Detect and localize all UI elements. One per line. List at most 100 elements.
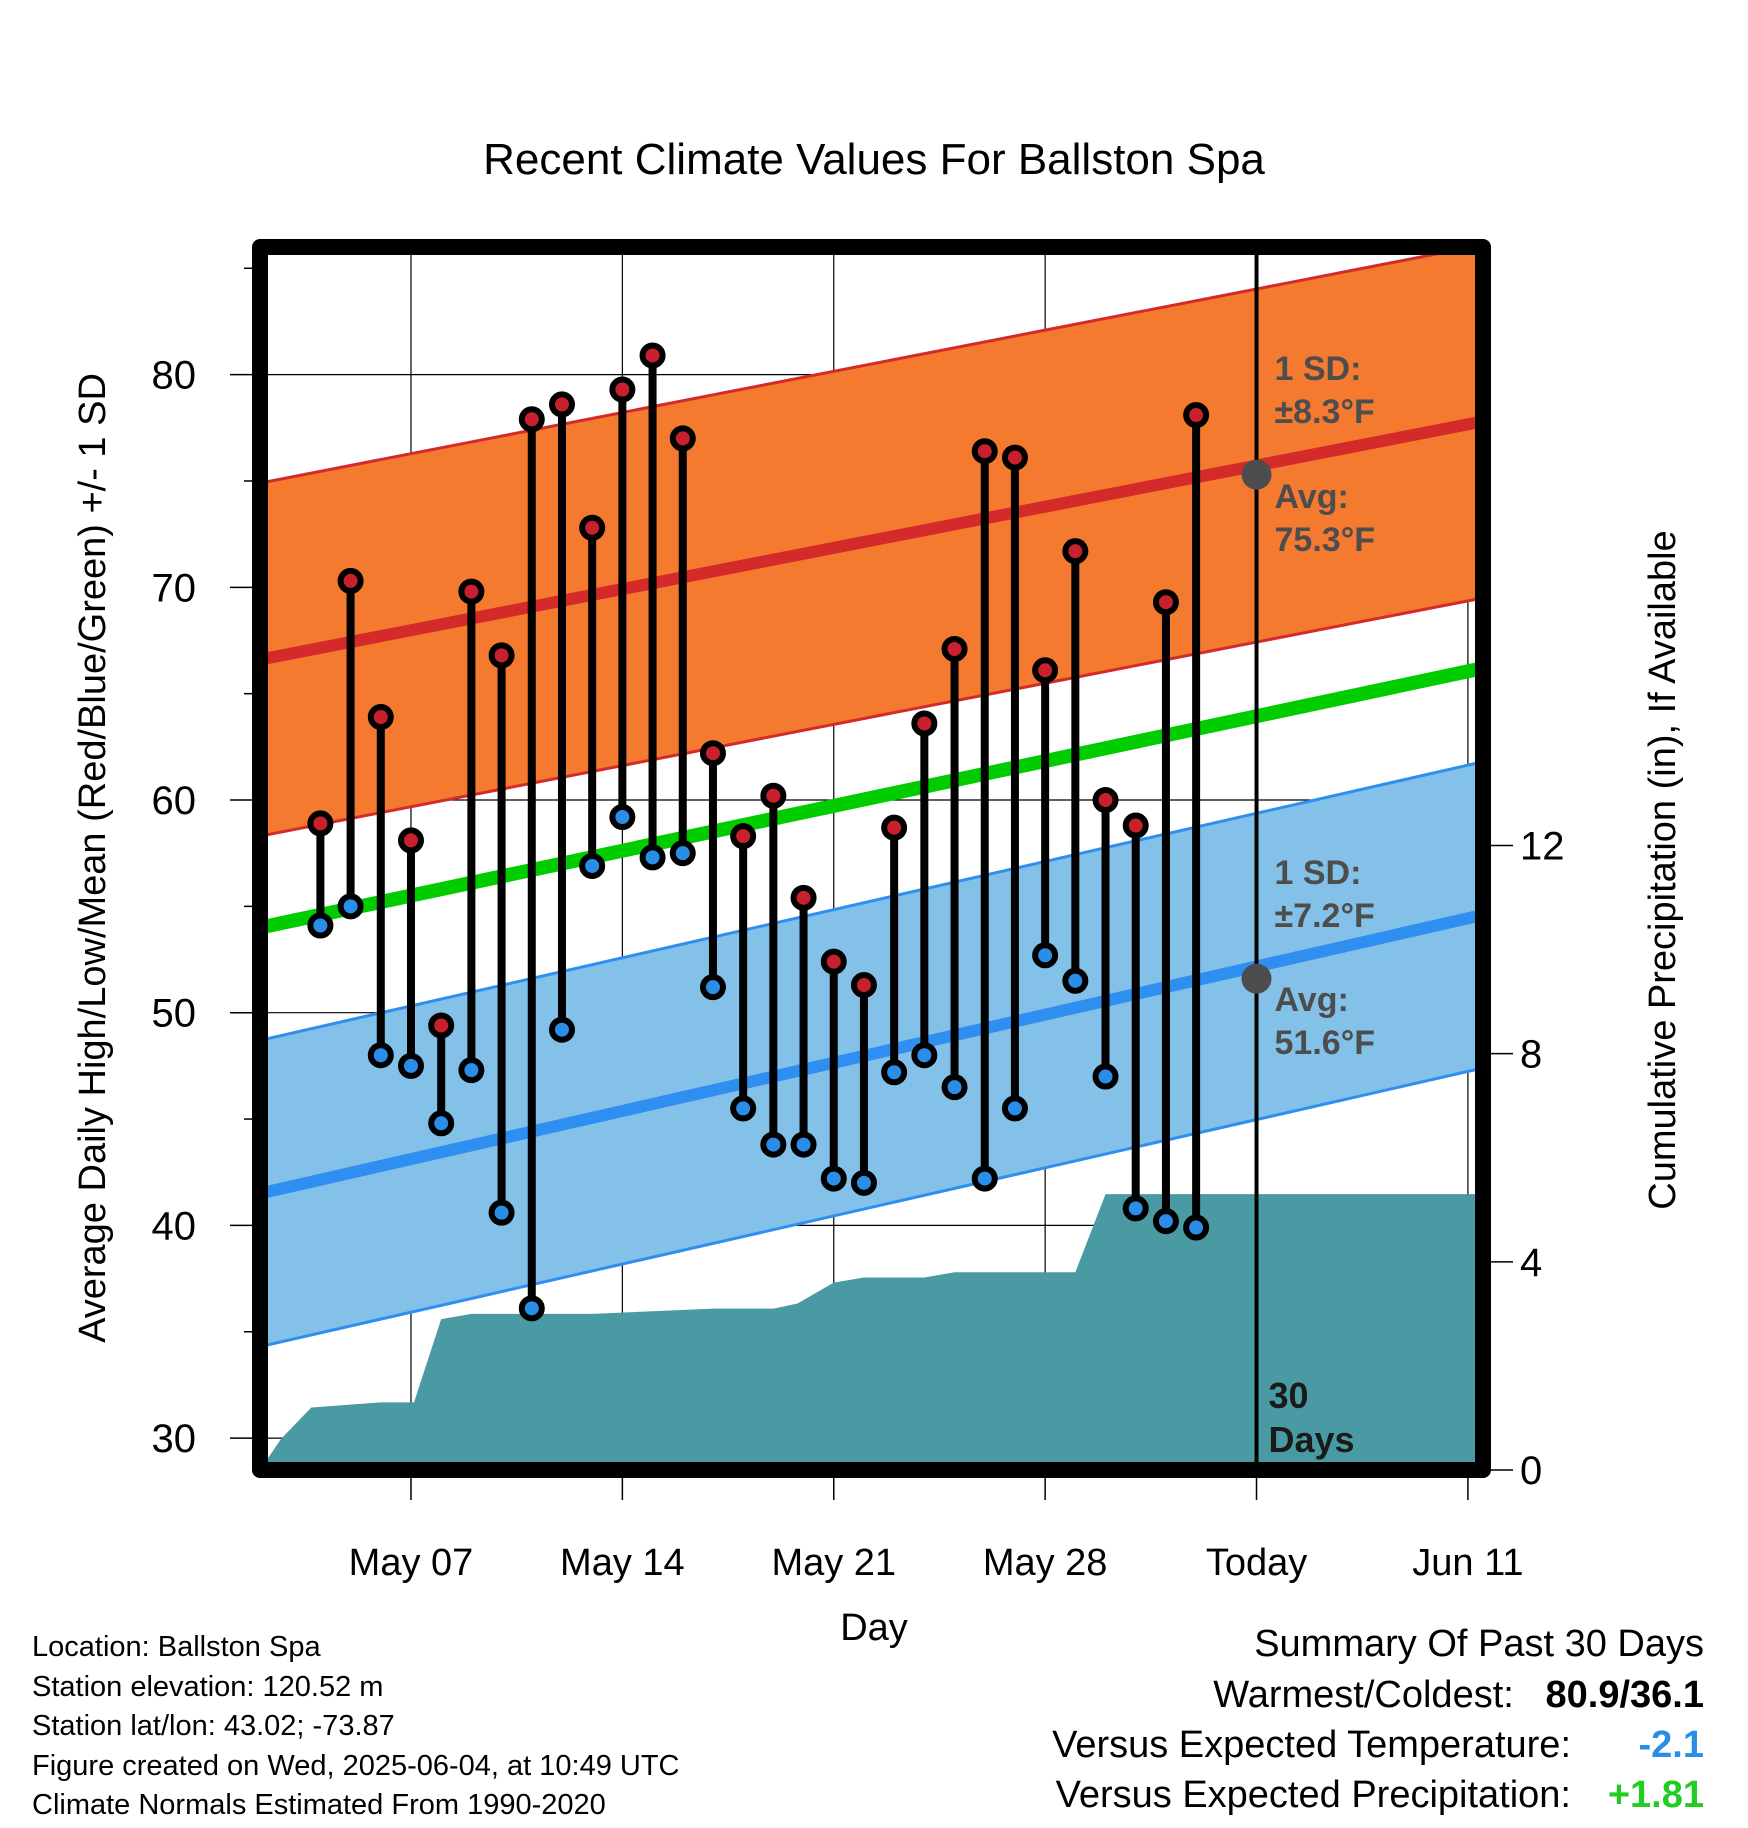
low-sd-band-lower-edge — [260, 1066, 1483, 1349]
y2-tick-label: 0 — [1520, 1449, 1542, 1493]
low-point — [397, 1052, 424, 1079]
low-sd-value-annotation: ±7.2°F — [1275, 897, 1375, 935]
high-sd-annotation: 1 SD: — [1275, 350, 1362, 388]
x-tick-label: May 28 — [983, 1542, 1108, 1584]
low-point — [1001, 1095, 1028, 1122]
high-point — [367, 704, 394, 731]
high-point — [1092, 787, 1119, 814]
low-point — [1062, 967, 1089, 994]
high-point — [760, 782, 787, 809]
low-point — [1032, 942, 1059, 969]
high-point — [699, 740, 726, 767]
high-sd-band-lower-edge — [260, 596, 1483, 838]
low-point — [428, 1110, 455, 1137]
low-avg-value-annotation: 51.6°F — [1275, 1024, 1376, 1062]
x-axis-label: Day — [840, 1607, 908, 1649]
low-point — [730, 1095, 757, 1122]
low-point — [881, 1059, 908, 1086]
y-tick-label: 70 — [152, 566, 197, 610]
high-point — [548, 391, 575, 418]
low-point — [820, 1165, 847, 1192]
low-point — [367, 1042, 394, 1069]
high-point — [337, 567, 364, 594]
high-sd-value-annotation: ±8.3°F — [1275, 393, 1375, 431]
chart-title: Recent Climate Values For Ballston Spa — [483, 135, 1265, 184]
high-avg-value-annotation: 75.3°F — [1275, 521, 1376, 559]
normal-high-line — [260, 415, 1483, 666]
low-point — [488, 1199, 515, 1226]
location-text: Location: Ballston Spa — [32, 1631, 321, 1663]
high-point — [730, 823, 757, 850]
low-point — [850, 1169, 877, 1196]
low-avg-annotation: Avg: — [1275, 981, 1349, 1019]
summary-heading: Summary Of Past 30 Days — [1254, 1623, 1704, 1665]
high-point — [669, 425, 696, 452]
elevation-text: Station elevation: 120.52 m — [32, 1671, 384, 1703]
x-tick-label: Today — [1206, 1542, 1307, 1584]
high-point — [307, 810, 334, 837]
low-point — [1152, 1208, 1179, 1235]
high-point — [428, 1012, 455, 1039]
temp-label: Versus Expected Temperature: — [1052, 1724, 1571, 1766]
today-avg-high-point — [1241, 459, 1272, 490]
low-sd-band-upper-edge — [260, 760, 1483, 1042]
y2-tick-label: 8 — [1520, 1033, 1542, 1077]
high-point — [820, 948, 847, 975]
low-point — [1122, 1195, 1149, 1222]
high-point — [1183, 402, 1210, 429]
high-point — [579, 514, 606, 541]
precip-row: Versus Expected Precipitation: +1.81 — [1056, 1776, 1704, 1814]
low-point — [1092, 1063, 1119, 1090]
today-avg-low-point — [1241, 963, 1272, 994]
high-point — [1001, 444, 1028, 471]
low-point — [337, 893, 364, 920]
low-point — [971, 1165, 998, 1192]
high-point — [1122, 812, 1149, 839]
temp-row: Versus Expected Temperature: -2.1 — [1052, 1726, 1704, 1764]
low-point — [941, 1074, 968, 1101]
created-text: Figure created on Wed, 2025-06-04, at 10… — [32, 1750, 680, 1782]
low-point — [458, 1057, 485, 1084]
temp-value: -2.1 — [1638, 1724, 1704, 1766]
high-point — [488, 642, 515, 669]
precip-area — [260, 1194, 1483, 1470]
high-point — [609, 376, 636, 403]
high-point — [941, 635, 968, 662]
low-point — [669, 840, 696, 867]
y-tick-label: 40 — [152, 1204, 197, 1248]
low-point — [609, 804, 636, 831]
warm-cold-label: Warmest/Coldest: — [1213, 1674, 1514, 1716]
low-point — [1183, 1214, 1210, 1241]
low-point — [699, 974, 726, 1001]
low-point — [790, 1131, 817, 1158]
low-point — [639, 844, 666, 871]
high-point — [911, 710, 938, 737]
high-point — [790, 884, 817, 911]
normals-text: Climate Normals Estimated From 1990-2020 — [32, 1789, 606, 1821]
y2-tick-label: 12 — [1520, 824, 1565, 868]
precip-value: +1.81 — [1607, 1774, 1704, 1816]
high-point — [850, 972, 877, 999]
x-tick-label: Jun 11 — [1412, 1542, 1523, 1584]
low-sd-annotation: 1 SD: — [1275, 854, 1362, 892]
low-point — [307, 912, 334, 939]
x-tick-label: May 07 — [349, 1542, 474, 1584]
x-tick-label: May 21 — [771, 1542, 896, 1584]
days-label-annotation: Days — [1269, 1419, 1355, 1460]
high-point — [1032, 657, 1059, 684]
high-point — [458, 578, 485, 605]
high-point — [971, 438, 998, 465]
high-point — [397, 827, 424, 854]
high-point — [1062, 538, 1089, 565]
latlon-text: Station lat/lon: 43.02; -73.87 — [32, 1710, 395, 1742]
x-tick-label: May 14 — [560, 1542, 685, 1584]
y-tick-label: 30 — [152, 1417, 197, 1461]
high-point — [639, 342, 666, 369]
warm-cold-value: 80.9/36.1 — [1545, 1674, 1704, 1716]
high-point — [518, 406, 545, 433]
plot-frame — [252, 239, 1491, 1478]
high-point — [881, 814, 908, 841]
high-point — [1152, 589, 1179, 616]
y-tick-label: 50 — [152, 992, 197, 1036]
